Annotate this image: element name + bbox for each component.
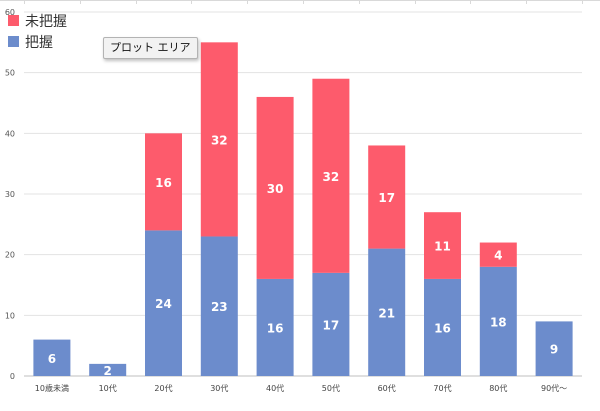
bar-grasped <box>368 248 406 376</box>
data-label-grasped: 6 <box>48 352 56 366</box>
bar-grasped <box>312 272 350 376</box>
top-ruler-tick <box>80 0 81 4</box>
data-label-not-grasped: 16 <box>155 176 172 190</box>
legend-label: 把握 <box>25 34 53 51</box>
top-ruler-tick <box>359 0 360 4</box>
data-label-grasped: 24 <box>155 297 172 311</box>
x-tick-label: 90代〜 <box>541 383 567 393</box>
top-ruler-tick <box>24 0 25 4</box>
top-border <box>0 0 600 1</box>
bar-grasped <box>145 230 182 376</box>
data-label-not-grasped: 11 <box>434 240 451 254</box>
x-tick-label: 20代 <box>154 383 172 393</box>
top-ruler-tick <box>191 0 192 4</box>
top-ruler-tick <box>582 0 583 4</box>
x-tick-label: 30代 <box>210 383 228 393</box>
y-tick-label: 20 <box>5 251 15 260</box>
bar-grasped <box>33 339 71 376</box>
y-tick-label: 0 <box>10 372 15 381</box>
bar-not-grasped <box>200 42 238 237</box>
data-label-not-grasped: 17 <box>378 191 395 205</box>
data-label-grasped: 18 <box>490 315 507 329</box>
bar-grasped <box>479 266 517 376</box>
bar-not-grasped <box>368 145 406 249</box>
x-tick-label: 80代 <box>489 383 507 393</box>
plot-area-tooltip: プロット エリア <box>103 37 198 59</box>
data-label-grasped: 17 <box>323 318 340 332</box>
y-tick-label: 40 <box>5 129 15 138</box>
top-ruler-tick <box>136 0 137 4</box>
legend-swatch <box>8 15 19 26</box>
top-ruler-tick <box>526 0 527 4</box>
top-ruler-tick <box>303 0 304 4</box>
bar-grasped <box>89 363 127 376</box>
legend-label: 未把握 <box>25 13 67 30</box>
bar-not-grasped <box>479 242 517 267</box>
data-label-grasped: 9 <box>550 343 558 357</box>
bar-not-grasped <box>424 212 461 279</box>
x-tick-label: 70代 <box>433 383 451 393</box>
x-tick-label: 10歳未満 <box>35 383 69 393</box>
data-label-grasped: 23 <box>211 300 228 314</box>
legend-item[interactable]: 未把握 <box>8 10 67 31</box>
top-ruler-ticks <box>0 0 600 4</box>
data-label-grasped: 16 <box>434 321 451 335</box>
top-ruler-tick <box>415 0 416 4</box>
data-label-not-grasped: 4 <box>494 249 502 263</box>
top-ruler-tick <box>247 0 248 4</box>
data-label-grasped: 16 <box>267 321 284 335</box>
data-label-not-grasped: 32 <box>211 133 228 147</box>
x-tick-label: 40代 <box>266 383 284 393</box>
y-tick-label: 10 <box>5 311 15 320</box>
y-tick-label: 30 <box>5 190 15 199</box>
x-tick-label: 50代 <box>322 383 340 393</box>
data-label-grasped: 2 <box>104 364 112 378</box>
data-label-grasped: 21 <box>378 306 395 320</box>
legend: 未把握 把握 <box>8 10 67 52</box>
top-ruler-tick <box>470 0 471 4</box>
legend-swatch <box>8 36 19 47</box>
legend-item[interactable]: 把握 <box>8 31 67 52</box>
bar-not-grasped <box>145 133 182 231</box>
bar-grasped <box>424 278 461 376</box>
bar-grasped <box>535 321 573 376</box>
y-tick-label: 60 <box>5 8 15 17</box>
bar-grasped <box>256 278 294 376</box>
x-tick-label: 60代 <box>378 383 396 393</box>
data-label-not-grasped: 30 <box>267 182 284 196</box>
x-tick-label: 10代 <box>99 383 117 393</box>
y-tick-label: 50 <box>5 69 15 78</box>
bar-not-grasped <box>256 96 294 279</box>
data-label-not-grasped: 32 <box>323 170 340 184</box>
bar-not-grasped <box>312 78 350 273</box>
bar-grasped <box>200 236 238 376</box>
